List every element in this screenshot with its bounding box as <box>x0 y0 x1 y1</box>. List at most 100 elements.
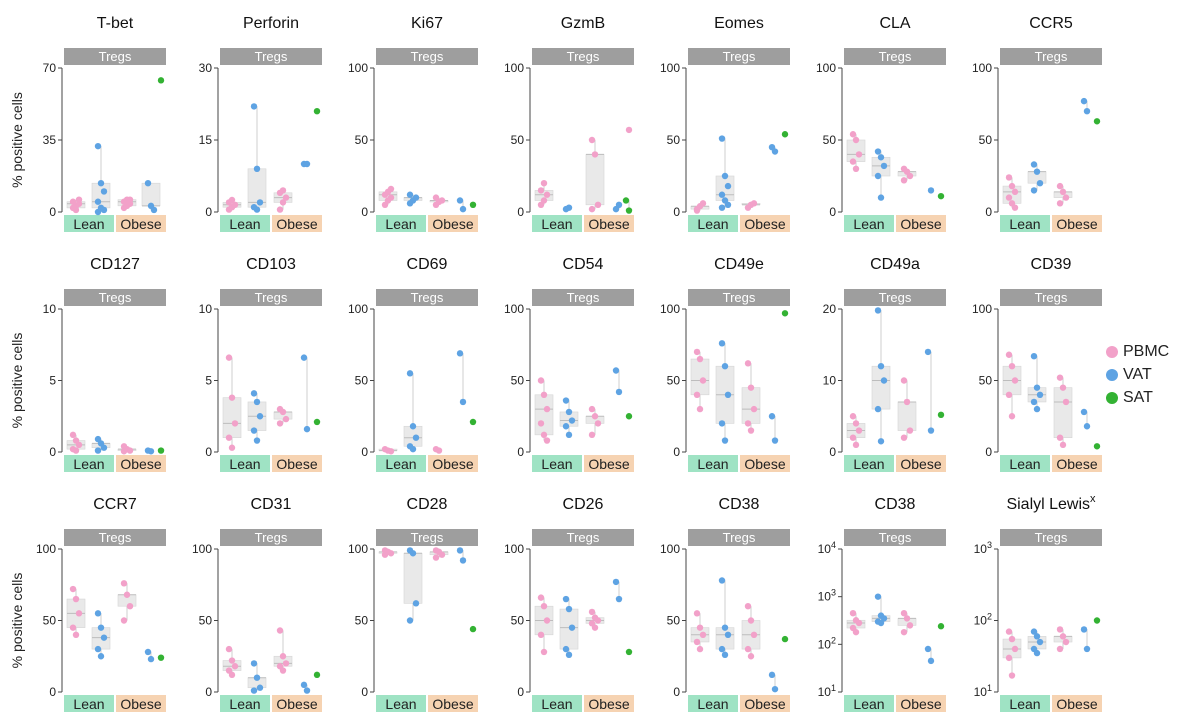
data-point <box>693 391 701 398</box>
panel-title-text: CD127 <box>90 256 140 273</box>
data-point <box>1080 97 1088 105</box>
tregs-header <box>64 289 166 306</box>
data-point <box>591 413 599 420</box>
series-pbmc-obese <box>273 405 293 427</box>
group-label-lean: Lean <box>73 216 104 232</box>
box <box>846 139 866 162</box>
tregs-header <box>1000 529 1102 546</box>
data-point <box>69 198 77 205</box>
y-tick-label: 102 <box>818 635 836 651</box>
data-point <box>1008 672 1016 679</box>
data-point <box>97 624 105 631</box>
data-point <box>540 431 548 439</box>
group-strip-obese <box>896 695 946 712</box>
series-pbmc-obese <box>432 445 443 454</box>
data-point <box>1030 187 1038 194</box>
group-label-lean: Lean <box>385 216 416 232</box>
data-point <box>927 657 935 665</box>
data-point <box>157 654 165 661</box>
data-point <box>877 438 885 445</box>
series-pbmc-obese <box>273 187 293 213</box>
data-point <box>855 619 863 627</box>
panel-title: CCR7 <box>93 496 137 513</box>
data-point <box>1008 363 1016 370</box>
panel-16: CD31 Tregs 0 50 100 Lean Obese <box>192 496 322 712</box>
y-tick-exponent: 3 <box>831 588 836 598</box>
data-point <box>696 355 704 363</box>
data-point <box>565 605 573 613</box>
tregs-header <box>376 289 478 306</box>
series-vat-lean <box>403 370 423 453</box>
data-point <box>540 197 548 204</box>
data-point <box>562 397 570 404</box>
data-point <box>1030 352 1038 360</box>
panel-title-text: CD26 <box>563 496 604 513</box>
data-point <box>625 126 633 134</box>
data-point <box>615 201 623 208</box>
data-point <box>718 645 726 653</box>
data-point <box>1059 441 1067 449</box>
group-strip-lean <box>220 695 270 712</box>
data-point <box>568 624 576 631</box>
data-point <box>591 151 599 158</box>
group-label-obese: Obese <box>276 216 317 232</box>
y-tick-label: 50 <box>43 614 57 628</box>
series-pbmc-lean <box>378 445 398 455</box>
tregs-header <box>688 289 790 306</box>
data-point <box>412 194 420 201</box>
data-point <box>256 684 264 691</box>
group-label-lean: Lean <box>697 696 728 712</box>
group-strip-lean <box>64 215 114 232</box>
legend: PBMC VAT SAT <box>1106 340 1169 409</box>
panel-18: CD26 Tregs 0 50 100 Lean Obese <box>504 496 634 712</box>
group-strip-obese <box>1052 455 1102 472</box>
y-tick-label: 50 <box>199 614 213 628</box>
y-tick-label: 0 <box>829 205 836 219</box>
data-point <box>253 398 261 406</box>
data-point <box>1062 398 1070 406</box>
series-pbmc-lean <box>222 196 242 213</box>
panel-title: Ki67 <box>411 15 443 32</box>
y-tick-label: 100 <box>348 61 368 75</box>
series-vat-lean <box>403 547 423 624</box>
group-label-lean: Lean <box>853 216 884 232</box>
data-point <box>903 615 911 622</box>
group-label-lean: Lean <box>1009 456 1040 472</box>
data-point <box>72 206 80 214</box>
box <box>741 387 761 424</box>
group-strip-lean <box>844 455 894 472</box>
data-point <box>100 206 108 214</box>
data-point <box>100 444 108 451</box>
series-sat-obese <box>469 625 477 633</box>
panel-7: CCR5 Tregs 0 50 100 Lean Obese <box>972 15 1102 232</box>
data-point <box>724 631 732 638</box>
series-vat-obese <box>1080 408 1091 430</box>
panel-title-text: CD69 <box>407 256 448 273</box>
data-point <box>696 624 704 631</box>
data-point <box>625 648 633 656</box>
series-pbmc-lean <box>846 609 866 636</box>
data-point <box>1008 413 1016 420</box>
group-label-lean: Lean <box>853 696 884 712</box>
data-point <box>1059 633 1067 640</box>
data-point <box>877 154 885 161</box>
data-point <box>562 423 570 430</box>
series-sat-obese <box>1093 443 1101 450</box>
data-point <box>1083 108 1091 115</box>
group-label-obese: Obese <box>588 696 629 712</box>
panel-title-text: CD54 <box>563 256 604 273</box>
box <box>222 397 242 439</box>
data-point <box>409 550 417 557</box>
data-point <box>543 617 551 624</box>
data-point <box>874 148 882 155</box>
y-tick-label: 50 <box>667 614 681 628</box>
data-point <box>540 648 548 656</box>
data-point <box>724 182 732 190</box>
series-pbmc-lean <box>846 131 866 172</box>
y-tick-label: 100 <box>504 61 524 75</box>
data-point <box>696 405 704 413</box>
y-tick-base: 10 <box>818 685 832 699</box>
series-pbmc-obese <box>585 608 605 631</box>
data-point <box>880 615 888 622</box>
panel-title: CD28 <box>407 496 448 513</box>
